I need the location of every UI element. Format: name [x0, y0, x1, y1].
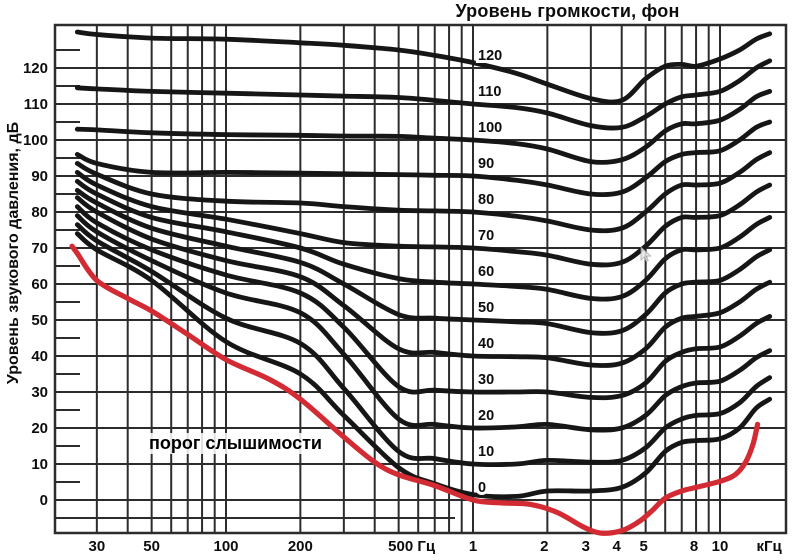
y-tick-label: 80 — [31, 204, 48, 221]
y-tick-label: 40 — [31, 348, 48, 365]
threshold-curve — [69, 243, 761, 536]
y-tick-label: 50 — [31, 312, 48, 329]
phon-curve-30 — [74, 204, 773, 401]
phon-curves — [74, 29, 773, 500]
y-tick-label: 20 — [31, 420, 48, 437]
x-tick-label: 5 — [639, 538, 647, 555]
curve-label-120: 120 — [478, 48, 502, 64]
x-tick-label: 200 — [288, 538, 313, 555]
phon-curve-10 — [74, 222, 773, 467]
y-tick-label: 10 — [31, 456, 48, 473]
x-tick-label: 100 — [213, 538, 238, 555]
phon-curve-60 — [74, 179, 773, 302]
curve-label-20: 20 — [478, 408, 494, 424]
y-tick-label: 90 — [31, 168, 48, 185]
y-tick-label: 60 — [31, 276, 48, 293]
threshold-curve-label: порог слышимости — [146, 433, 325, 454]
curve-label-110: 110 — [478, 84, 501, 100]
y-axis-title: Уровень звукового давления, дБ — [5, 121, 22, 385]
curve-label-10: 10 — [478, 444, 494, 460]
curve-labels: 0 10 20 30 40 50 60 70 80 90 100 110 120 — [475, 45, 505, 499]
x-tick-label: 10 — [712, 538, 729, 555]
x-tick-label: 500 Гц — [388, 538, 436, 555]
phon-curve-100 — [74, 89, 773, 165]
x-tick-label: 8 — [690, 538, 698, 555]
y-tick-label: 100 — [23, 132, 48, 149]
y-tick-label: 120 — [23, 60, 48, 77]
phon-curve-50 — [74, 188, 773, 336]
x-tick-label: 2 — [540, 538, 548, 555]
curve-label-60: 60 — [478, 264, 494, 280]
curve-label-80: 80 — [478, 192, 494, 208]
curve-label-0: 0 — [478, 480, 486, 496]
curve-label-100: 100 — [478, 120, 502, 136]
curve-label-30: 30 — [478, 372, 494, 388]
phon-curve-20 — [74, 213, 773, 433]
x-tick-label: 4 — [613, 538, 622, 555]
chart-title: Уровень громкости, фон — [455, 1, 680, 21]
phon-curve-110 — [74, 58, 773, 131]
phon-curve-120 — [74, 29, 773, 105]
phon-curve-90 — [74, 119, 773, 198]
x-tick-label: 30 — [89, 538, 106, 555]
phon-curve-80 — [74, 150, 773, 234]
x-tick-label: 50 — [143, 538, 160, 555]
mouse-cursor-icon — [640, 246, 652, 263]
curve-label-50: 50 — [478, 300, 494, 316]
plot-border — [53, 23, 788, 535]
curve-label-40: 40 — [478, 336, 494, 352]
phon-curve-70 — [74, 170, 773, 268]
y-tick-label: 0 — [40, 492, 48, 509]
y-tick-label: 110 — [24, 96, 48, 113]
y-tick-label: 30 — [31, 384, 48, 401]
y-tick-label: 70 — [31, 240, 48, 257]
x-tick-label: 3 — [582, 538, 590, 555]
curve-label-90: 90 — [478, 156, 494, 172]
x-tick-label: кГц — [756, 538, 782, 555]
phon-curve-40 — [74, 195, 773, 368]
x-tick-label: 1 — [469, 538, 477, 555]
curve-label-70: 70 — [478, 228, 494, 244]
phon-curve-0 — [74, 231, 773, 500]
